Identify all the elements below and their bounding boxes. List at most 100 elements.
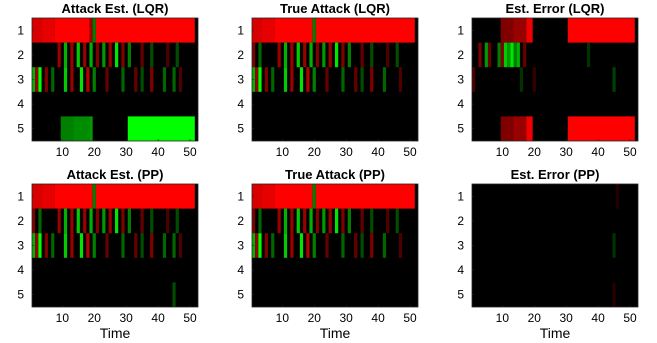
heatmap-cell: [41, 18, 55, 43]
heatmap-cell: [513, 42, 517, 68]
heatmap-cell: [70, 233, 74, 258]
x-tick-label: 20: [308, 311, 322, 325]
heatmap-cell: [497, 42, 501, 68]
heatmap-cell: [38, 67, 42, 92]
x-tick-label: 40: [371, 311, 385, 325]
x-tick-label: 40: [591, 145, 605, 159]
heatmap-cell: [70, 208, 74, 234]
heatmap-cell: [484, 42, 488, 68]
y-tick-label: 5: [457, 122, 464, 136]
heatmap-cell: [283, 42, 288, 68]
heatmap-cell: [328, 208, 332, 234]
heatmap-cell: [612, 282, 616, 307]
heatmap-cell: [252, 18, 262, 43]
heatmap-cell: [63, 42, 68, 68]
heatmap-cell: [51, 67, 55, 92]
heatmap-cell: [172, 282, 176, 307]
x-tick-label: 10: [496, 311, 510, 325]
heatmap-cell: [360, 42, 364, 68]
heatmap-cell: [41, 184, 55, 209]
x-axis-label: Time: [320, 325, 351, 341]
heatmap-cell: [513, 116, 527, 141]
heatmap-cell: [102, 208, 106, 234]
heatmap-cell: [92, 184, 96, 209]
x-tick-label: 20: [528, 145, 542, 159]
heatmap-cell: [63, 233, 68, 258]
heatmap-cell: [258, 233, 262, 258]
heatmap-cell: [306, 67, 310, 92]
heatmap-cell: [44, 67, 48, 92]
y-tick-label: 2: [457, 48, 464, 62]
heatmap-cell: [386, 42, 390, 68]
heatmap-cell: [299, 67, 304, 92]
heatmap-cell: [38, 208, 42, 234]
heatmap-cell: [115, 208, 119, 234]
y-tick-label: 4: [237, 97, 244, 111]
heatmap-panel: Est. Error (PP) 1 2 3 4 5 10 20 30 40 50 Time: [457, 167, 639, 341]
heatmap-cell: [354, 233, 358, 258]
heatmap-cell: [398, 67, 403, 92]
heatmap-cell: [57, 42, 61, 68]
heatmap-cell: [60, 116, 74, 141]
heatmap-cell: [395, 42, 399, 68]
heatmap-cell: [35, 233, 39, 258]
heatmap-cell: [92, 233, 96, 258]
y-tick-label: 2: [17, 214, 24, 228]
y-tick-label: 2: [237, 48, 244, 62]
heatmap-cell: [312, 184, 316, 209]
heatmap-cell: [175, 42, 179, 68]
heatmap-cell: [95, 42, 100, 68]
heatmap-cell: [92, 18, 96, 43]
heatmap-cell: [315, 184, 415, 209]
heatmap-cell: [398, 233, 403, 258]
heatmap-cell: [89, 208, 93, 234]
heatmap-cell: [283, 208, 288, 234]
heatmap-cell: [303, 208, 307, 234]
heatmap-cell: [523, 42, 527, 68]
heatmap-cell: [32, 18, 42, 43]
heatmap-cell: [567, 116, 635, 141]
heatmap-cell: [303, 42, 307, 68]
y-tick-label: 5: [237, 122, 244, 136]
heatmap-cell: [503, 42, 508, 68]
x-tick-label: 50: [623, 311, 637, 325]
x-tick-label: 20: [88, 145, 102, 159]
heatmap-cell: [264, 233, 268, 258]
heatmap-cell: [261, 184, 275, 209]
heatmap-cell: [360, 67, 364, 92]
heatmap-cell: [121, 42, 125, 68]
heatmap-cell: [500, 116, 514, 141]
heatmap-cell: [290, 67, 294, 92]
heatmap-cell: [335, 42, 339, 68]
heatmap-cell: [274, 184, 313, 209]
heatmap-cell: [341, 208, 345, 234]
heatmap-cell: [108, 208, 112, 234]
heatmap-cell: [70, 42, 74, 68]
heatmap-cell: [172, 67, 176, 92]
heatmap-cell: [341, 67, 345, 92]
x-tick-label: 10: [276, 145, 290, 159]
heatmap-cell: [140, 67, 144, 92]
heatmap-cell: [79, 233, 84, 258]
heatmap-cell: [108, 42, 112, 68]
heatmap-cell: [500, 42, 504, 68]
heatmap-cell: [264, 67, 268, 92]
x-tick-label: 40: [151, 311, 165, 325]
y-tick-label: 1: [237, 23, 244, 37]
y-tick-label: 1: [17, 189, 24, 203]
heatmap-panel: True Attack (PP) 1 2 3 4 5 10 20 30 40 50 Time: [237, 167, 419, 341]
heatmap-cell: [63, 208, 68, 234]
heatmap-cell: [63, 67, 68, 92]
heatmap-cell: [360, 233, 364, 258]
x-tick-label: 10: [276, 311, 290, 325]
y-tick-label: 3: [17, 73, 24, 87]
y-tick-label: 5: [17, 122, 24, 136]
heatmap-cell: [89, 18, 93, 43]
heatmap-cell: [86, 67, 90, 92]
heatmap-cell: [510, 42, 514, 68]
heatmap-cell: [395, 208, 399, 234]
heatmap-cell: [175, 208, 179, 234]
heatmap-cell: [296, 42, 300, 68]
heatmap-cell: [140, 233, 144, 258]
